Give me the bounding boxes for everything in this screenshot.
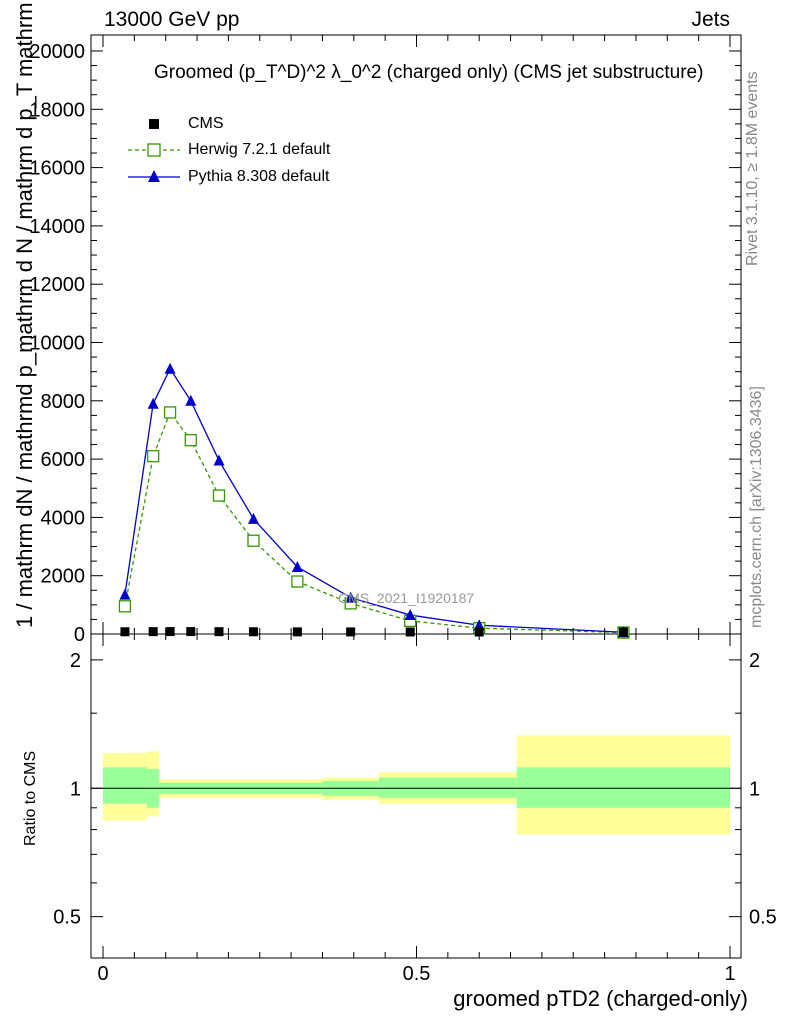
legend-marker-cms <box>149 119 159 129</box>
ratio-ytick-label-left-2: 2 <box>70 650 81 672</box>
ratio-y-axis-label: Ratio to CMS <box>22 750 39 846</box>
cms-point <box>248 627 258 637</box>
legend-label-herwig: Herwig 7.2.1 default <box>188 141 331 158</box>
main-ytick-label-3: 6000 <box>41 449 86 471</box>
cms-point <box>186 627 196 637</box>
main-ytick-label-5: 10000 <box>29 333 85 355</box>
cms-point <box>292 627 302 637</box>
ratio-ytick-label-right-1: 1 <box>749 778 760 800</box>
x-axis-label: groomed pTD2 (charged-only) <box>453 986 748 1011</box>
main-ytick-label-4: 8000 <box>41 391 86 413</box>
main-ytick-label-6: 12000 <box>29 274 85 296</box>
pythia-point <box>247 512 259 524</box>
cms-point <box>346 627 356 637</box>
main-ytick-label-1: 2000 <box>41 566 86 588</box>
herwig-point <box>184 434 197 447</box>
pythia-point <box>119 588 131 600</box>
analysis-watermark: CMS_2021_I1920187 <box>338 590 475 606</box>
legend-label-cms: CMS <box>188 115 224 132</box>
herwig-point <box>147 450 160 463</box>
main-ytick-label-8: 16000 <box>29 158 85 180</box>
mcplots-credit-label: mcplots.cern.ch [arXiv:1306.3436] <box>748 386 765 628</box>
herwig-point <box>212 489 226 502</box>
herwig-point <box>291 575 304 588</box>
pythia-point <box>185 394 197 406</box>
cms-point <box>165 627 175 637</box>
cms-point <box>120 627 130 637</box>
ratio-xtick-label-2: 1 <box>724 963 735 985</box>
ratio-band-inner-5 <box>516 767 730 808</box>
rivet-version-label: Rivet 3.1.10, ≥ 1.8M events <box>744 71 761 266</box>
legend-marker-pythia <box>128 170 180 182</box>
pythia-point <box>164 362 176 374</box>
ratio-ytick-label-right-2: 2 <box>749 650 760 672</box>
main-ytick-label-7: 14000 <box>29 216 85 238</box>
legend-item-cms: CMS <box>126 113 224 135</box>
cms-point <box>148 627 158 637</box>
ratio-xtick-label-0: 0 <box>97 963 108 985</box>
ratio-band-inner-0 <box>103 767 147 804</box>
main-ytick-label-10: 20000 <box>29 41 85 63</box>
pythia-point <box>147 397 159 409</box>
main-ytick-label-9: 18000 <box>29 99 85 121</box>
cms-point <box>405 627 415 637</box>
ratio-ytick-label-right-0: 0.5 <box>749 907 777 929</box>
pythia-point <box>213 454 225 466</box>
main-ytick-label-0: 0 <box>74 624 85 646</box>
herwig-point <box>247 534 260 547</box>
ratio-band-inner-4 <box>378 777 517 798</box>
legend-item-pythia: Pythia 8.308 default <box>126 166 329 188</box>
header-category: Jets <box>691 8 730 31</box>
ratio-ytick-label-left-1: 1 <box>70 778 81 800</box>
main-y-axis-label: 1 / mathrm dN / mathrmd p_mathrm d N / m… <box>12 0 37 628</box>
cms-point <box>474 627 484 637</box>
pythia-point <box>291 560 303 572</box>
legend-label-pythia: Pythia 8.308 default <box>188 168 330 185</box>
legend-marker-herwig <box>128 143 180 157</box>
main-ytick-label-2: 4000 <box>41 507 86 529</box>
ratio-xtick-label-1: 0.5 <box>403 963 431 985</box>
herwig-point <box>118 600 132 613</box>
cms-point <box>214 627 224 637</box>
herwig-point <box>163 406 177 419</box>
chart-title: Groomed (p_T^D)^2 λ_0^2 (charged only) (… <box>154 62 704 83</box>
ratio-ytick-label-left-0: 0.5 <box>53 907 81 929</box>
pythia-point <box>345 591 357 603</box>
pythia-point <box>404 609 416 621</box>
legend-item-herwig: Herwig 7.2.1 default <box>126 139 330 161</box>
cms-point <box>618 627 628 637</box>
header-energy: 13000 GeV pp <box>104 8 240 31</box>
